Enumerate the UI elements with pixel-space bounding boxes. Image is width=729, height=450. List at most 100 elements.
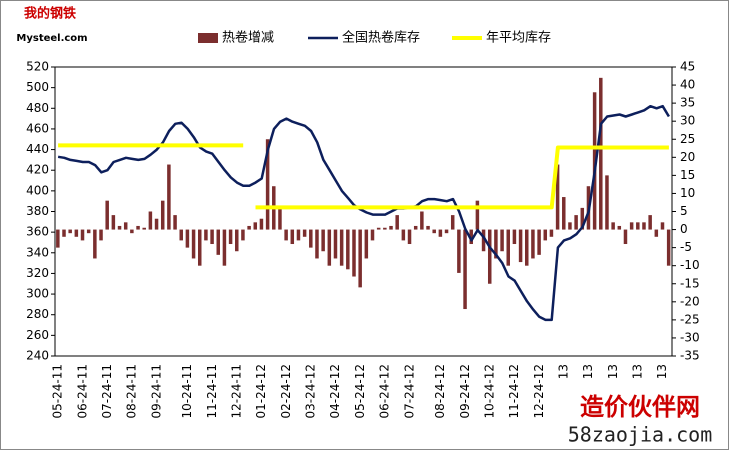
bar <box>358 229 362 288</box>
bar <box>117 225 122 230</box>
y2-tick-label: 0 <box>680 222 688 236</box>
bar <box>413 225 418 230</box>
x-tick-label: 02-24-12 <box>279 364 293 418</box>
bar <box>167 164 171 230</box>
y2-tick-label: -30 <box>680 330 700 344</box>
y-tick-label: 380 <box>26 204 49 218</box>
logo-bottom: Mysteel.com <box>16 33 87 44</box>
bar <box>555 164 560 230</box>
watermark-bottom: 58zaojia.com <box>568 423 713 447</box>
x-tick-label: 10-24-11 <box>180 364 194 418</box>
bar <box>278 207 282 230</box>
bar <box>173 215 177 230</box>
bar <box>80 229 85 241</box>
y-tick-label: 360 <box>26 225 49 239</box>
bar <box>253 222 258 230</box>
bar <box>290 229 295 245</box>
bar <box>537 229 541 255</box>
bar <box>432 229 436 234</box>
bar <box>247 225 251 230</box>
bar <box>154 218 159 230</box>
y-tick-label: 320 <box>26 266 49 280</box>
y2-tick-label: -35 <box>680 349 700 363</box>
y-tick-label: 400 <box>26 183 49 197</box>
watermark-top: 造价伙伴网 <box>580 393 700 421</box>
bar <box>370 229 375 241</box>
y2-tick-label: 15 <box>680 168 695 182</box>
x-tick-label: 03-24-12 <box>304 364 318 418</box>
bar <box>531 229 535 259</box>
x-tick-label: 13 <box>631 364 645 379</box>
x-tick-label: 13 <box>606 364 620 379</box>
y-tick-label: 460 <box>26 121 49 135</box>
bar <box>327 229 332 266</box>
bar <box>204 229 208 241</box>
bar <box>580 207 585 230</box>
x-tick-label: 07-24-12 <box>402 364 416 418</box>
bar <box>179 229 183 241</box>
bar <box>401 229 406 241</box>
x-tick-label: 12-24-11 <box>230 364 244 418</box>
y2-tick-label: 10 <box>680 186 695 200</box>
y-tick-label: 340 <box>26 245 49 259</box>
y-tick-label: 300 <box>26 287 49 301</box>
x-tick-label: 13 <box>655 364 669 379</box>
y-tick-label: 280 <box>26 307 49 321</box>
y2-tick-label: -15 <box>680 276 700 290</box>
bar <box>629 222 634 230</box>
bar <box>438 229 443 237</box>
x-tick-label: 06-24-12 <box>378 364 392 418</box>
y-tick-label: 260 <box>26 328 49 342</box>
bar <box>543 229 548 241</box>
bar <box>111 215 116 230</box>
x-tick-label: 04-24-12 <box>328 364 342 418</box>
bar <box>160 200 165 230</box>
y2-tick-label: -20 <box>680 294 700 308</box>
bar <box>383 227 387 230</box>
bar <box>99 229 103 241</box>
bar <box>599 77 603 230</box>
bar <box>197 229 202 266</box>
bar <box>475 200 480 230</box>
bar <box>574 215 578 230</box>
bar <box>642 222 646 230</box>
y2-tick-label: 20 <box>680 150 695 164</box>
x-tick-label: 08-24-11 <box>125 364 139 418</box>
x-tick-label: 05-24-11 <box>51 364 65 418</box>
bar <box>481 229 486 252</box>
x-tick-label: 09-24-12 <box>458 364 472 418</box>
bar <box>284 229 288 241</box>
bar <box>123 222 128 230</box>
bar <box>605 175 609 230</box>
bar <box>265 139 270 230</box>
bar <box>130 229 134 234</box>
bar <box>259 218 264 230</box>
bar <box>321 229 325 252</box>
bar <box>346 229 350 270</box>
bar <box>420 211 424 230</box>
bar <box>389 225 393 230</box>
x-tick-label: 13 <box>581 364 595 379</box>
bar <box>512 229 517 245</box>
legend-label: 热卷增减 <box>222 30 274 46</box>
x-tick-label: 12-24-12 <box>532 364 546 418</box>
bar <box>241 229 245 241</box>
legend-label: 年平均库存 <box>486 30 551 46</box>
bar <box>352 229 356 277</box>
x-tick-label: 05-24-12 <box>353 364 367 418</box>
y-tick-label: 480 <box>26 101 49 115</box>
bar <box>56 229 60 248</box>
bar <box>654 229 659 237</box>
bar <box>302 229 307 237</box>
x-tick-label: 09-24-11 <box>149 364 163 418</box>
y-tick-label: 240 <box>26 349 49 363</box>
bar <box>68 229 72 234</box>
bar <box>296 229 301 241</box>
legend-swatch <box>198 33 218 43</box>
bar <box>463 229 467 310</box>
bar <box>395 215 399 230</box>
bar <box>666 229 671 266</box>
bar <box>568 222 572 230</box>
bar <box>235 229 239 252</box>
